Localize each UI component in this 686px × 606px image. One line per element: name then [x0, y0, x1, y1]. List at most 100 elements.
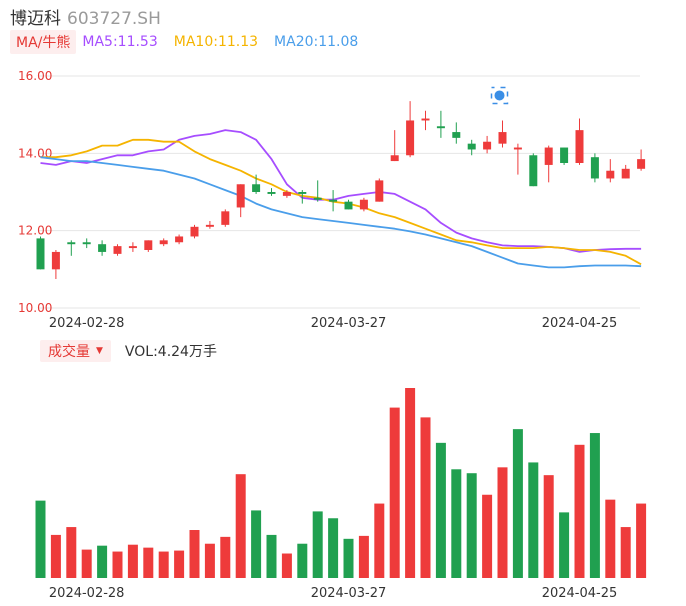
candle [190, 226, 199, 237]
ma20-label: MA20: [274, 34, 319, 50]
y-tick-label: 12.00 [18, 224, 52, 238]
candle [252, 184, 261, 192]
candle [128, 246, 137, 249]
candle [298, 192, 307, 194]
volume-bar [251, 510, 262, 578]
volume-readout-label: VOL: [124, 344, 158, 360]
candle [529, 155, 538, 187]
candle [51, 251, 60, 270]
candle [267, 192, 276, 194]
candle [82, 242, 91, 245]
event-marker-icon [494, 90, 505, 101]
chevron-down-icon: ▼ [96, 346, 103, 356]
candle [621, 168, 630, 179]
volume-bar [81, 549, 92, 578]
ma-legend: MA/牛熊 MA5: 11.53 MA10: 11.13 MA20: 11.08 [10, 30, 374, 54]
volume-bar [435, 442, 446, 578]
y-tick-label: 10.00 [18, 301, 52, 315]
candle [406, 120, 415, 156]
ma20-line [40, 156, 642, 269]
volume-bar [97, 545, 108, 578]
ma5-label: MA5: [82, 34, 118, 50]
volume-bar [405, 388, 416, 578]
candle [390, 155, 399, 162]
volume-bar [235, 474, 246, 578]
ma5-legend: MA5: 11.53 [82, 34, 157, 50]
volume-bar [528, 462, 539, 578]
candle [436, 126, 445, 129]
volume-x-date-label: 2024-02-28 [49, 586, 125, 601]
volume-x-date-label: 2024-04-25 [542, 586, 618, 601]
volume-bar [158, 551, 169, 578]
ma5-line [40, 129, 642, 253]
candle [236, 184, 245, 208]
candle [359, 199, 368, 210]
volume-toggle-button[interactable]: 成交量 ▼ [40, 340, 111, 362]
ma10-line [40, 138, 642, 266]
ma-toggle-button[interactable]: MA/牛熊 [10, 30, 77, 54]
ma10-legend: MA10: 11.13 [174, 34, 258, 50]
volume-bar [204, 543, 215, 578]
volume-bar [451, 469, 462, 578]
candle [144, 240, 153, 250]
volume-readout: VOL:4.24万手 [125, 341, 217, 361]
volume-bar [358, 535, 369, 578]
volume-bar [266, 534, 277, 578]
volume-bar [389, 407, 400, 578]
volume-bar [574, 444, 585, 578]
candle [175, 236, 184, 243]
candle [544, 147, 553, 165]
volume-bar [281, 553, 292, 578]
stock-name: 博迈科 [10, 9, 61, 29]
volume-bar [328, 518, 339, 578]
ma20-value: 11.08 [318, 34, 359, 50]
volume-bar [497, 467, 508, 578]
x-date-label: 2024-02-28 [49, 316, 125, 331]
candle [159, 240, 168, 245]
candle [344, 201, 353, 210]
candle [113, 246, 122, 254]
volume-bar [636, 503, 647, 578]
ma5-value: 11.53 [117, 34, 158, 50]
volume-bar [559, 512, 570, 578]
volume-bar [343, 538, 354, 578]
candle [67, 242, 76, 245]
candle [36, 238, 45, 270]
candle [637, 159, 646, 169]
volume-bar [420, 417, 431, 578]
volume-bar [66, 527, 77, 578]
volume-toggle-label: 成交量 [48, 344, 90, 360]
candle [205, 224, 214, 227]
stock-header: 博迈科 603727.SH [10, 4, 161, 29]
volume-bar [143, 547, 154, 578]
event-marker-frame [490, 86, 509, 105]
candle [452, 132, 461, 138]
volume-bar [543, 475, 554, 578]
ma20-legend: MA20: 11.08 [274, 34, 358, 50]
candle [467, 143, 476, 150]
candle [590, 157, 599, 179]
volume-legend: 成交量 ▼ VOL:4.24万手 [40, 340, 217, 362]
candle [282, 192, 291, 196]
candle [329, 199, 338, 202]
volume-bar [297, 543, 308, 578]
volume-x-date-label: 2024-03-27 [311, 586, 387, 601]
y-tick-label: 16.00 [18, 69, 52, 83]
volume-bar [512, 429, 523, 578]
volume-bar [589, 433, 600, 578]
volume-bar [312, 511, 323, 578]
ma10-label: MA10: [173, 34, 218, 50]
candle [606, 170, 615, 179]
volume-bar [466, 473, 477, 578]
candle [575, 130, 584, 163]
candle [483, 141, 492, 150]
x-date-label: 2024-04-25 [542, 316, 618, 331]
volume-bar [189, 530, 200, 578]
candle [375, 180, 384, 202]
candle [498, 132, 507, 144]
volume-bar [50, 534, 61, 578]
volume-bar [112, 551, 123, 578]
candle [98, 244, 107, 252]
volume-bar [35, 500, 46, 578]
